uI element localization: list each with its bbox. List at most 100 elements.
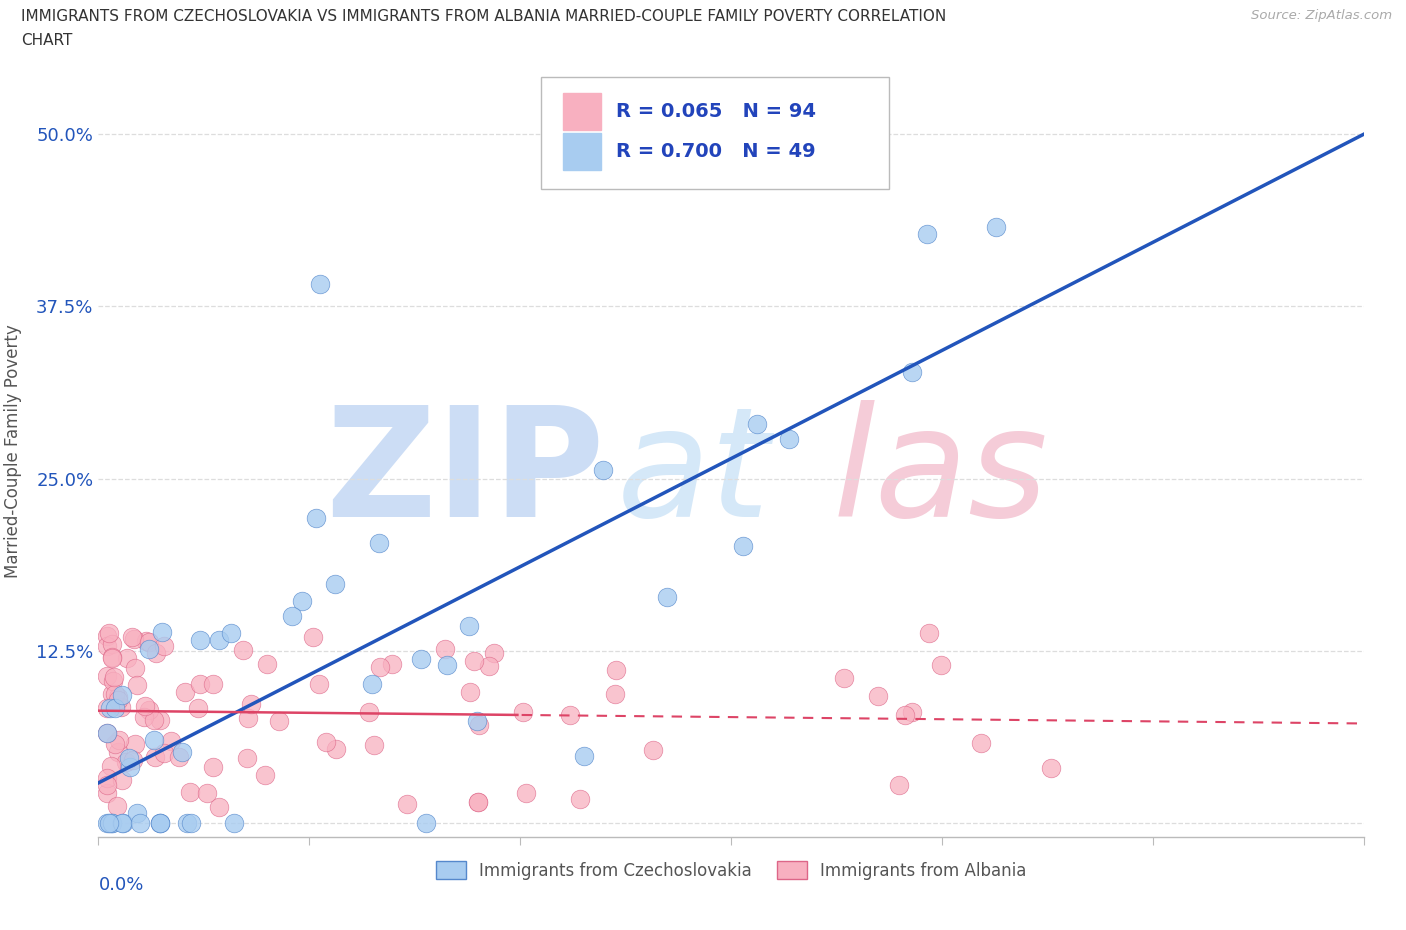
Point — [101, 650, 124, 665]
Point — [179, 785, 201, 800]
Point — [122, 752, 145, 767]
Text: R = 0.065   N = 94: R = 0.065 N = 94 — [616, 102, 815, 121]
Point — [160, 734, 183, 749]
Point — [202, 760, 225, 775]
Point — [124, 660, 146, 675]
Point — [970, 736, 993, 751]
Point — [124, 737, 146, 751]
Point — [118, 751, 141, 765]
Text: CHART: CHART — [21, 33, 73, 47]
Point — [281, 608, 304, 623]
Point — [128, 816, 150, 830]
Point — [138, 635, 160, 650]
Point — [149, 816, 172, 830]
Point — [467, 795, 489, 810]
Y-axis label: Married-Couple Family Poverty: Married-Couple Family Poverty — [4, 325, 22, 578]
Text: at: at — [617, 400, 770, 549]
Point — [100, 759, 122, 774]
Point — [121, 630, 143, 644]
Point — [901, 705, 924, 720]
Point — [107, 744, 129, 759]
Point — [96, 786, 118, 801]
Point — [96, 771, 118, 786]
Point — [97, 816, 120, 830]
Point — [323, 577, 346, 591]
Point — [463, 654, 485, 669]
Point — [127, 678, 149, 693]
Point — [111, 772, 134, 787]
Point — [143, 750, 166, 764]
Point — [778, 432, 800, 446]
Point — [468, 718, 491, 733]
Point — [97, 625, 120, 640]
Point — [224, 816, 246, 830]
Point — [101, 636, 124, 651]
Point — [304, 511, 326, 525]
Point — [512, 704, 534, 719]
Point — [918, 625, 941, 640]
Point — [984, 219, 1007, 234]
Text: las: las — [832, 400, 1047, 549]
Point — [103, 670, 125, 684]
Point — [100, 686, 122, 701]
Point — [104, 687, 127, 702]
Point — [208, 632, 231, 647]
Point — [236, 751, 259, 765]
Point — [641, 743, 664, 758]
Point — [135, 634, 157, 649]
Text: 0.0%: 0.0% — [98, 876, 143, 894]
Point — [465, 714, 488, 729]
Point — [149, 712, 172, 727]
Point — [363, 737, 385, 752]
Point — [232, 643, 254, 658]
Point — [101, 650, 124, 665]
Point — [309, 277, 332, 292]
Point — [1039, 761, 1062, 776]
Point — [176, 816, 198, 830]
Point — [96, 816, 118, 830]
Point — [120, 760, 142, 775]
Point — [187, 700, 209, 715]
Point — [125, 805, 148, 820]
Point — [103, 701, 125, 716]
Point — [145, 645, 167, 660]
Point — [868, 688, 890, 703]
Point — [290, 593, 312, 608]
Point — [96, 726, 118, 741]
Point — [101, 816, 124, 830]
Point — [101, 673, 124, 688]
Legend: Immigrants from Czechoslovakia, Immigrants from Albania: Immigrants from Czechoslovakia, Immigran… — [429, 855, 1033, 886]
Point — [357, 705, 380, 720]
Point — [458, 685, 481, 700]
Text: IMMIGRANTS FROM CZECHOSLOVAKIA VS IMMIGRANTS FROM ALBANIA MARRIED-COUPLE FAMILY : IMMIGRANTS FROM CZECHOSLOVAKIA VS IMMIGR… — [21, 9, 946, 24]
Point — [96, 629, 118, 644]
Point — [436, 658, 458, 672]
Point — [96, 777, 118, 792]
Point — [478, 658, 501, 673]
Point — [153, 746, 176, 761]
Point — [558, 708, 581, 723]
Point — [188, 632, 211, 647]
Point — [415, 816, 437, 830]
Point — [96, 639, 118, 654]
Point — [574, 749, 596, 764]
Point — [134, 698, 156, 713]
Point — [111, 816, 134, 830]
Point — [325, 741, 347, 756]
Point — [569, 791, 592, 806]
Bar — [562, 93, 600, 130]
Point — [253, 767, 276, 782]
Text: ZIP: ZIP — [325, 400, 605, 549]
Point — [167, 750, 190, 764]
Point — [240, 697, 263, 711]
Point — [101, 816, 124, 830]
Point — [256, 657, 278, 671]
Point — [96, 726, 118, 741]
Text: R = 0.700   N = 49: R = 0.700 N = 49 — [616, 142, 815, 162]
Point — [180, 816, 202, 830]
Point — [482, 646, 505, 661]
Point — [889, 777, 911, 792]
Point — [170, 745, 193, 760]
Point — [917, 226, 939, 241]
Point — [368, 659, 391, 674]
